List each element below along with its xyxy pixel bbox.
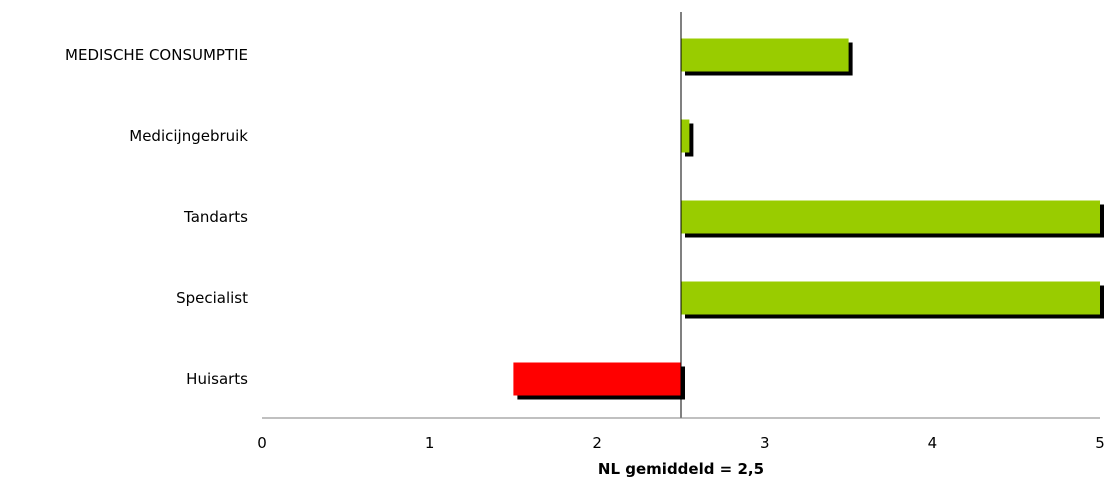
- bar: [681, 38, 849, 72]
- x-tick-label: 2: [592, 434, 602, 452]
- bar: [681, 119, 690, 153]
- x-tick-label: 4: [928, 434, 938, 452]
- bar: [681, 200, 1100, 234]
- x-tick-label: 0: [257, 434, 267, 452]
- category-label: Specialist: [176, 289, 248, 307]
- category-label: Tandarts: [183, 208, 248, 226]
- bars-layer: MEDISCHE CONSUMPTIE Medicijngebruik Tandar…: [65, 38, 1104, 400]
- x-tick-label: 3: [760, 434, 770, 452]
- x-axis-title: NL gemiddeld = 2,5: [598, 460, 764, 478]
- bar: [513, 362, 681, 396]
- x-tick-label: 5: [1095, 434, 1105, 452]
- category-label: Medicijngebruik: [129, 127, 248, 145]
- bar: [681, 281, 1100, 315]
- category-label: MEDISCHE CONSUMPTIE: [65, 46, 248, 64]
- axis-layer: 0 1 2 3 4 5: [257, 12, 1105, 452]
- x-tick-label: 1: [425, 434, 435, 452]
- category-label: Huisarts: [186, 370, 248, 388]
